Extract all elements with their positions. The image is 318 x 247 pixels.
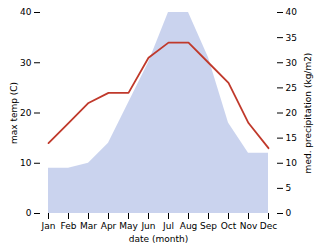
svg-text:max temp (C): max temp (C) [9,82,19,144]
svg-text:10: 10 [286,158,298,168]
svg-text:40: 40 [20,7,32,17]
svg-text:Feb: Feb [61,221,77,231]
svg-text:30: 30 [20,58,32,68]
svg-text:25: 25 [286,83,297,93]
svg-text:15: 15 [286,133,297,143]
svg-text:Jan: Jan [41,221,56,231]
svg-text:Dec: Dec [260,221,277,231]
svg-text:May: May [119,221,138,231]
svg-text:0: 0 [26,208,32,218]
svg-text:date (month): date (month) [129,234,188,244]
svg-text:Oct: Oct [221,221,237,231]
svg-text:10: 10 [20,158,32,168]
svg-text:40: 40 [286,7,298,17]
svg-text:20: 20 [286,108,298,118]
svg-text:Jul: Jul [162,221,174,231]
svg-text:med. precipitation (kg/m2): med. precipitation (kg/m2) [303,53,313,174]
svg-text:Jun: Jun [140,221,155,231]
svg-text:Sep: Sep [200,221,217,231]
svg-text:Apr: Apr [101,221,117,231]
svg-text:Aug: Aug [180,221,198,231]
svg-text:30: 30 [286,58,298,68]
svg-text:Mar: Mar [80,221,97,231]
svg-text:35: 35 [286,33,297,43]
svg-text:0: 0 [286,208,292,218]
svg-text:Nov: Nov [240,221,258,231]
svg-text:20: 20 [20,108,32,118]
svg-text:5: 5 [286,183,292,193]
